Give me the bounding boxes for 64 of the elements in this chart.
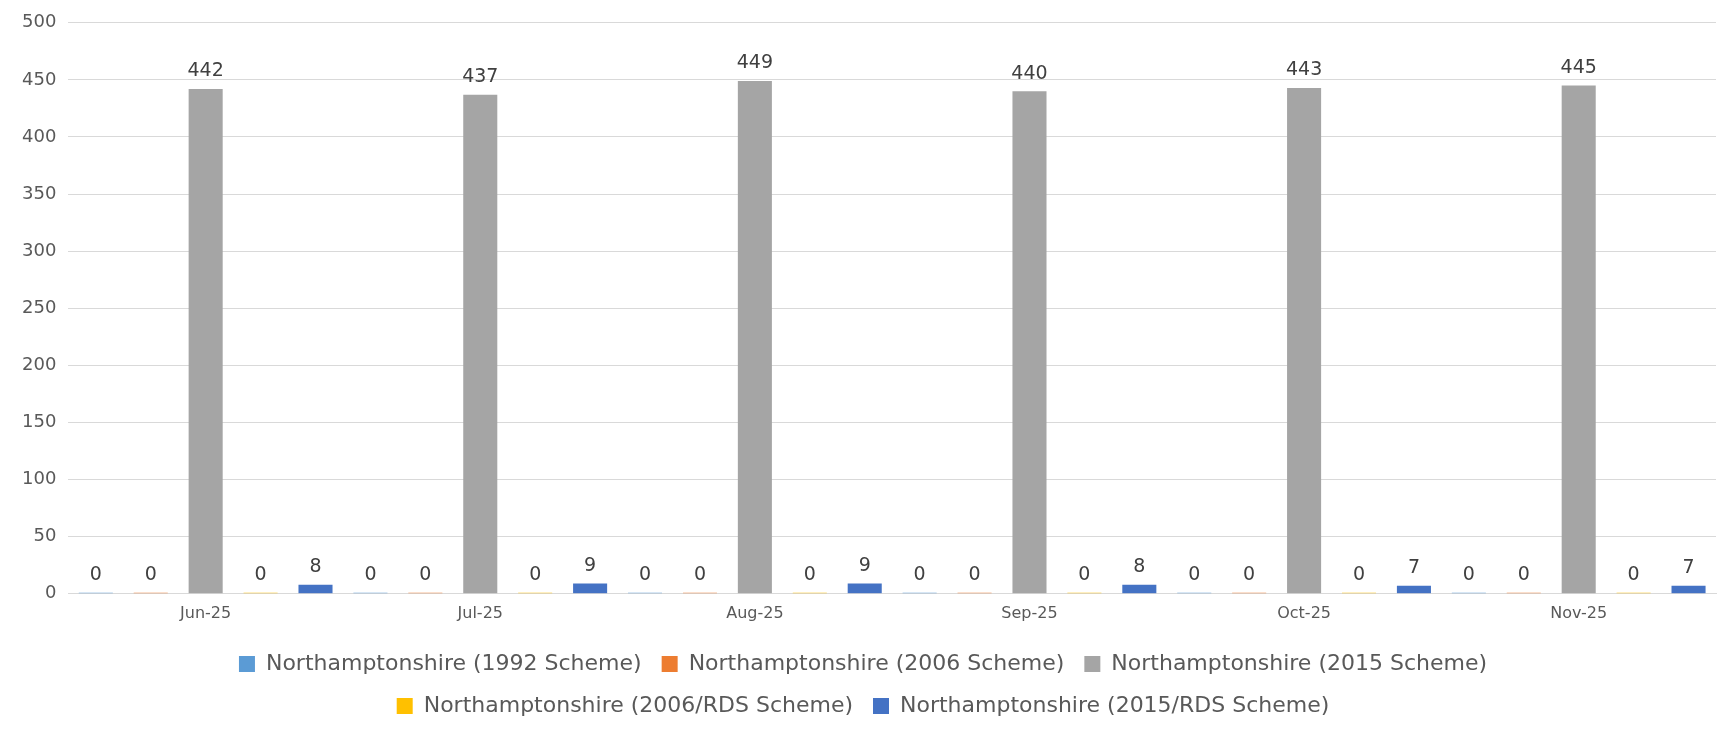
data-label: 8 (1133, 554, 1146, 577)
bar (1122, 584, 1157, 594)
data-label: 0 (638, 562, 652, 585)
data-label: 8 (309, 554, 322, 577)
legend-label: Northamptonshire (2015 Scheme) (1111, 649, 1488, 675)
data-label: 0 (1188, 562, 1201, 585)
bar (1287, 87, 1322, 594)
x-tick-label: Aug-25 (726, 602, 784, 622)
data-label: 0 (144, 562, 157, 585)
bar (847, 583, 882, 594)
bar (298, 584, 333, 594)
data-label: 0 (1352, 562, 1366, 585)
data-label: 0 (1517, 562, 1530, 585)
data-label: 9 (584, 552, 597, 575)
data-label: 0 (419, 562, 432, 585)
data-label: 0 (364, 562, 377, 585)
bar (463, 94, 498, 594)
y-tick-label: 250 (22, 295, 57, 317)
data-label: 449 (736, 50, 774, 73)
y-tick-label: 200 (22, 353, 57, 375)
bar (1012, 91, 1047, 594)
y-tick-label: 100 (22, 467, 57, 489)
y-tick-label: 300 (22, 238, 57, 260)
x-tick-label: Sep-25 (1001, 602, 1058, 622)
data-label: 7 (1682, 555, 1695, 578)
y-tick-label: 150 (22, 410, 57, 432)
data-label: 0 (529, 562, 542, 585)
data-label: 0 (913, 562, 926, 585)
x-tick-label: Jun-25 (179, 602, 232, 622)
legend-label: Northamptonshire (2006 Scheme) (688, 649, 1065, 675)
data-label: 0 (1078, 562, 1091, 585)
y-tick-label: 400 (22, 124, 57, 146)
y-tick-label: 50 (33, 524, 57, 546)
legend-label: Northamptonshire (1992 Scheme) (265, 649, 642, 675)
data-label: 9 (858, 552, 871, 575)
data-label: 0 (1627, 562, 1640, 585)
x-tick-label: Oct-25 (1277, 602, 1331, 622)
bar (1396, 585, 1431, 594)
data-label: 445 (1560, 55, 1597, 78)
y-tick-label: 0 (44, 581, 57, 603)
bar (1671, 585, 1706, 594)
bar (1561, 85, 1596, 594)
x-tick-label: Jul-25 (456, 602, 503, 622)
y-tick-label: 500 (22, 10, 57, 32)
data-label: 7 (1407, 555, 1420, 578)
data-label: 0 (89, 562, 102, 585)
data-label: 437 (462, 64, 499, 87)
data-label: 0 (1462, 562, 1475, 585)
data-label: 0 (254, 562, 267, 585)
y-tick-label: 450 (22, 67, 57, 89)
data-label: 443 (1285, 57, 1323, 80)
bar (573, 583, 608, 594)
data-label: 442 (187, 58, 224, 81)
legend-label: Northamptonshire (2006/RDS Scheme) (423, 691, 854, 717)
data-label: 0 (1243, 562, 1256, 585)
bar (188, 89, 223, 594)
legend-label: Northamptonshire (2015/RDS Scheme) (900, 691, 1330, 717)
data-label: 0 (803, 562, 816, 585)
data-label: 0 (693, 562, 706, 585)
y-tick-label: 350 (22, 181, 57, 203)
bar (737, 81, 772, 594)
data-label: 440 (1011, 60, 1048, 83)
x-tick-label: Nov-25 (1550, 602, 1608, 622)
data-label: 0 (968, 562, 981, 585)
